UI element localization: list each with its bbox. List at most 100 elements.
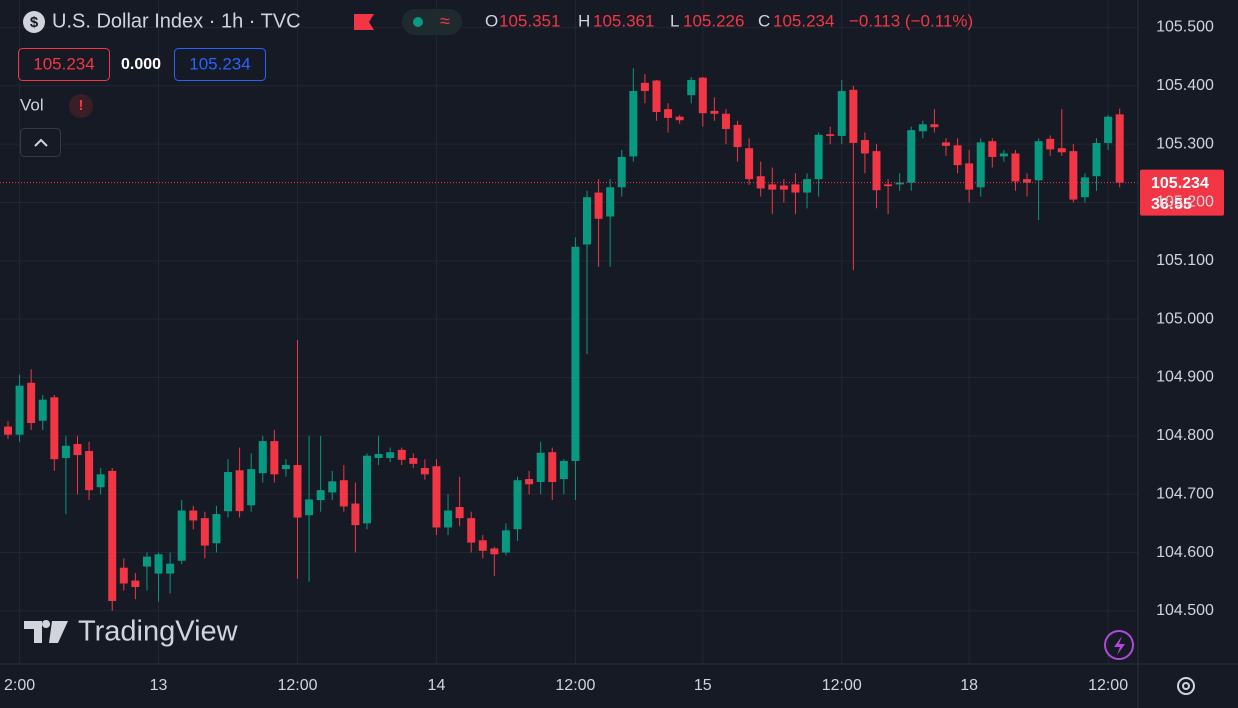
candle-body: [675, 116, 684, 121]
x-tick-label: 14: [428, 677, 446, 694]
symbol-icon: [23, 11, 45, 33]
candle-body: [548, 452, 557, 482]
x-tick-label: 15: [694, 677, 712, 694]
x-tick-label: 12:00: [1088, 677, 1128, 694]
candle-body: [96, 474, 105, 488]
candle-body: [397, 449, 406, 460]
logo-icon: [24, 620, 68, 643]
candle-body: [38, 399, 47, 421]
candle-body: [710, 110, 719, 114]
candle-body: [652, 80, 661, 113]
candle-body: [467, 518, 476, 543]
candle-body: [756, 176, 765, 189]
y-tick-label: 105.100: [1156, 252, 1214, 269]
candle-body: [918, 124, 927, 132]
candle-body: [61, 445, 70, 459]
lightning-button[interactable]: [1104, 630, 1134, 660]
candle-body: [189, 510, 198, 521]
candle-body: [4, 426, 12, 435]
price-tag-price: 105.234: [1151, 175, 1209, 192]
candle-body: [779, 185, 788, 190]
indicator-label[interactable]: Vol: [20, 95, 44, 114]
collapse-button[interactable]: [20, 128, 61, 157]
candle-body: [1057, 148, 1066, 153]
ohlc-key: H: [578, 11, 590, 30]
candle-body: [339, 480, 348, 507]
spread: 0.000: [121, 56, 161, 73]
candle-body: [1069, 151, 1078, 200]
candle-body: [142, 556, 151, 567]
ask-box[interactable]: [174, 48, 266, 81]
candle-body: [733, 124, 742, 148]
chart-title[interactable]: U.S. Dollar Index · 1h · TVC: [52, 10, 301, 32]
candle-body: [316, 490, 325, 501]
candle-body: [444, 510, 453, 528]
candle-body: [27, 382, 36, 424]
flag-icon[interactable]: [354, 14, 374, 30]
candle-body: [606, 187, 615, 217]
candle-body: [629, 91, 638, 157]
status-pill[interactable]: [402, 9, 462, 35]
y-tick-label: 105.000: [1156, 310, 1214, 327]
ohlc-value: 105.234: [773, 11, 834, 30]
candle-body: [536, 452, 545, 482]
candle-body: [1104, 116, 1113, 143]
candle-body: [131, 580, 140, 587]
x-tick-label: 18: [960, 677, 978, 694]
y-tick-label: 105.300: [1156, 135, 1214, 152]
candle-body: [386, 452, 395, 459]
candle-body: [374, 453, 383, 459]
symbol-icon-text: $: [30, 14, 39, 31]
candle-body: [1011, 153, 1020, 182]
x-tick-label: 12:00: [555, 677, 595, 694]
warning-icon[interactable]: [69, 94, 93, 118]
candle-body: [1115, 114, 1124, 183]
candle-body: [525, 479, 534, 485]
candle-body: [895, 182, 904, 185]
status-dot: [413, 17, 423, 27]
candle-body: [15, 385, 24, 435]
candle-body: [432, 466, 441, 528]
ask-price: 105.234: [189, 54, 250, 73]
plot: [0, 68, 1138, 611]
ohlc-change: −0.113 (−0.11%): [849, 11, 973, 30]
candle-body: [293, 465, 302, 518]
candle-body: [409, 458, 418, 464]
settings-button[interactable]: [1177, 677, 1195, 695]
x-tick-label: 12:00: [822, 677, 862, 694]
candle-body: [305, 499, 314, 516]
candle-body: [119, 567, 128, 584]
candle-body: [1092, 142, 1101, 177]
candle-body: [803, 179, 812, 193]
ohlc-key: O: [485, 11, 498, 30]
candle-body: [108, 470, 117, 601]
candle-body: [478, 540, 487, 551]
y-tick-label: 104.700: [1156, 485, 1214, 502]
price-tag-group: 105.234 36:55: [1140, 169, 1224, 216]
settings-icon: [1182, 682, 1190, 690]
ohlc-key: L: [670, 11, 679, 30]
candle-body: [617, 156, 626, 188]
x-tick-label: 12:00: [277, 677, 317, 694]
bid-box[interactable]: [18, 48, 110, 81]
candle-body: [884, 184, 893, 187]
price-tag-countdown: 36:55: [1151, 196, 1192, 213]
bid-price: 105.234: [33, 54, 94, 73]
y-tick-label: 104.600: [1156, 544, 1214, 561]
price-tag: [1140, 169, 1224, 216]
y-tick-label: 104.900: [1156, 369, 1214, 386]
ohlc-value: 105.361: [593, 11, 654, 30]
ohlc-key: C: [758, 11, 770, 30]
candle-body: [258, 441, 267, 474]
candle-body: [177, 510, 186, 561]
candle-body: [571, 246, 580, 461]
candle-body: [837, 91, 846, 136]
candle-body: [73, 444, 82, 456]
candle-body: [687, 79, 696, 96]
candle-body: [559, 460, 568, 480]
candle-body: [988, 141, 997, 157]
candle-body: [664, 109, 673, 118]
